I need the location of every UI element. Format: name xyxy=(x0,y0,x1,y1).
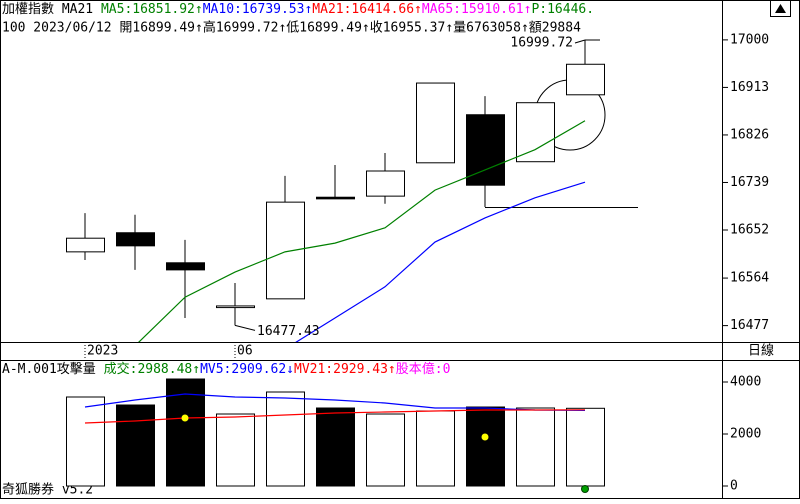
y-tick-label: 16564 xyxy=(730,271,769,286)
signal-dot xyxy=(181,414,189,422)
volume-bar xyxy=(266,391,305,487)
ma-line xyxy=(295,181,586,342)
header-segment: MA10:16739.53↑ xyxy=(203,2,313,17)
ma-line xyxy=(84,393,586,411)
volume-bar xyxy=(216,413,255,487)
y-tick-label: 16652 xyxy=(730,223,769,238)
candle-body xyxy=(566,63,605,96)
candle-body xyxy=(116,232,155,247)
signal-dot xyxy=(481,433,489,441)
y-tick-label: 4000 xyxy=(730,374,761,389)
signal-dot xyxy=(581,485,589,493)
header-segment: MV5:2909.62↓ xyxy=(200,362,294,377)
volume-bar xyxy=(466,406,505,487)
volume-bar xyxy=(366,413,405,487)
ma-line xyxy=(138,120,586,342)
header-segment: P:16446. xyxy=(531,2,594,17)
header: A-M.001攻擊量 成交:2988.48↑MV5:2909.62↓MV21:2… xyxy=(2,361,450,377)
period-label: 日線 xyxy=(748,343,774,359)
high-label: 16999.72 xyxy=(510,36,573,51)
y-tick-label: 16826 xyxy=(730,127,769,142)
candle-body xyxy=(416,82,455,164)
y-tick-label: 16477 xyxy=(730,318,769,333)
volume-bar xyxy=(166,378,205,487)
volume-bar xyxy=(516,407,555,487)
y-tick-label: 16739 xyxy=(730,175,769,190)
volume-bar xyxy=(416,410,455,487)
header-segment: MA65:15910.61↑ xyxy=(422,2,532,17)
y-tick-label: 0 xyxy=(730,479,738,494)
header-segment: MA21:16414.66↑ xyxy=(312,2,422,17)
volume-bar xyxy=(116,404,155,487)
scroll-arrow xyxy=(775,4,786,13)
candle-body xyxy=(166,262,205,271)
plot-layer: 17000 16913 16826 16739 16652 16564 16477 加權指數 … xyxy=(2,2,769,494)
header-segment: A-M.001攻擊量 xyxy=(2,361,104,377)
volume-bar xyxy=(566,407,605,487)
candle-body xyxy=(316,196,355,200)
candle-body xyxy=(466,114,505,186)
volume-bar xyxy=(316,407,355,487)
header-segment: 成交:2988.48↑ xyxy=(104,361,200,377)
leader xyxy=(234,324,256,331)
header-segment: MA5:16851.92↑ xyxy=(101,2,203,17)
candle-body xyxy=(516,102,555,163)
x-tick-label: 2023 xyxy=(87,344,118,359)
candle-body xyxy=(66,237,105,253)
y-tick-label: 16913 xyxy=(730,80,769,95)
x-tick-label: 06 xyxy=(237,344,253,359)
header-segment: 股本億:0 xyxy=(396,361,451,377)
low-label: 16477.43 xyxy=(257,324,320,339)
header-segment: 加權指數 MA21 xyxy=(2,2,101,17)
y-tick-label: 17000 xyxy=(730,32,769,47)
ma-line xyxy=(84,409,586,424)
volume-bar xyxy=(66,396,105,487)
subheader: 100 2023/06/12 開16899.49↑高16999.72↑低1689… xyxy=(2,20,581,36)
candle-body xyxy=(366,170,405,197)
candle-body xyxy=(266,201,305,300)
leader xyxy=(574,39,600,44)
y-tick-label: 2000 xyxy=(730,426,761,441)
header-segment: MV21:2929.43↑ xyxy=(294,362,396,377)
candle-body xyxy=(216,305,255,309)
header: 加權指數 MA21 MA5:16851.92↑MA10:16739.53↑MA2… xyxy=(2,2,594,17)
